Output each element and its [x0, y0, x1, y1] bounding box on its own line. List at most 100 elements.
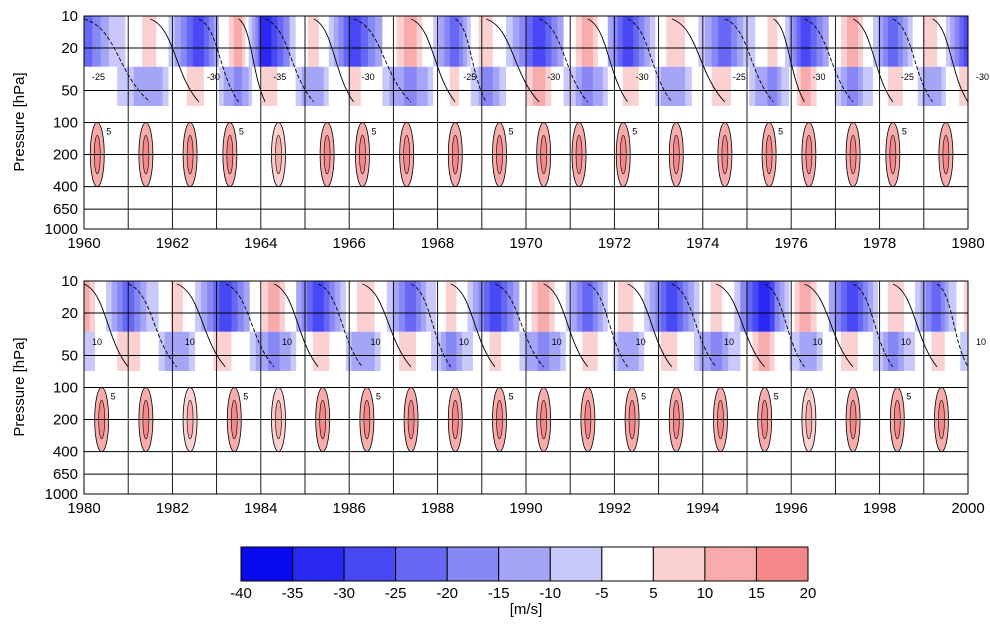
strat-lower-cell: [693, 331, 700, 372]
strat-upper-cell: [255, 16, 259, 67]
strat-upper-cell: [356, 281, 363, 332]
strat-upper-cell: [858, 16, 864, 67]
strat-lower-cell: [386, 331, 394, 372]
strat-upper-cell: [705, 16, 713, 67]
strat-contour-line: [804, 283, 854, 368]
strat-lower-cell: [858, 66, 864, 107]
strat-contour-line: [671, 18, 726, 103]
strat-lower-cell: [223, 66, 230, 107]
strat-lower-cell: [730, 66, 738, 107]
strat-lower-cell: [612, 66, 619, 107]
strat-upper-cell: [152, 281, 159, 332]
strat-upper-cell: [877, 281, 884, 332]
strat-lower-cell: [92, 66, 101, 107]
strat-lower-cell: [671, 331, 678, 372]
strat-lower-cell: [111, 331, 118, 372]
strat-lower-cell: [492, 66, 500, 107]
strat-lower-cell: [944, 331, 950, 372]
strat-upper-cell: [560, 281, 567, 332]
strat-upper-cell: [592, 281, 599, 332]
strat-upper-cell: [537, 281, 545, 332]
strat-lower-cell: [685, 66, 693, 107]
strat-upper-cell: [740, 281, 747, 332]
strat-lower-cell: [937, 66, 942, 107]
strat-upper-cell: [380, 281, 388, 332]
x-tick-label: 1988: [421, 500, 454, 517]
strat-upper-cell: [789, 281, 795, 332]
strat-upper-cell: [863, 281, 869, 332]
strat-lower-cell: [863, 331, 869, 372]
strat-upper-cell: [909, 281, 916, 332]
strat-upper-cell: [597, 16, 604, 67]
strat-lower-cell: [201, 331, 208, 372]
strat-lower-cell: [392, 331, 400, 372]
strat-upper-cell: [425, 281, 432, 332]
strat-lower-cell: [644, 331, 651, 372]
strat-contour-line: [410, 18, 456, 103]
strat-upper-cell: [660, 281, 667, 332]
strat-upper-cell: [587, 16, 594, 67]
strat-lower-cell: [134, 331, 141, 372]
strat-upper-cell: [758, 281, 766, 332]
strat-upper-cell: [794, 281, 800, 332]
strat-lower-cell: [180, 66, 188, 107]
strat-lower-cell: [877, 331, 884, 372]
strat-upper-cell: [427, 16, 434, 67]
strat-lower-cell: [526, 66, 534, 107]
strat-contour-line: [892, 283, 938, 368]
strat-upper-cell: [251, 16, 256, 67]
strat-upper-cell: [940, 281, 946, 332]
contour-label: 10: [901, 337, 911, 347]
strat-upper-cell: [959, 16, 964, 67]
strat-lower-cell: [435, 331, 442, 372]
strat-upper-cell: [531, 281, 539, 332]
strat-contour-line: [362, 283, 412, 368]
strat-lower-cell: [898, 331, 905, 372]
strat-upper-cell: [455, 16, 460, 67]
strat-lower-cell: [267, 331, 275, 372]
strat-lower-cell: [218, 66, 225, 107]
colorbar-cell: [755, 546, 809, 582]
contour-label: 10: [92, 337, 102, 347]
strat-upper-cell: [847, 281, 854, 332]
colorbar: -40 -35 -30 -25 -20 -15 -10 -5 5 10 15 20 [m/s]: [230, 546, 816, 618]
strat-lower-cell: [170, 331, 178, 372]
contour-label: 5: [778, 127, 783, 137]
strat-lower-cell: [912, 66, 919, 107]
x-tick-label: 1994: [686, 500, 719, 517]
strat-lower-cell: [587, 331, 594, 372]
strat-upper-cell: [512, 16, 520, 67]
strat-lower-cell: [666, 66, 673, 107]
strat-upper-cell: [248, 16, 253, 67]
strat-lower-cell: [279, 331, 286, 372]
contour-label: 5: [774, 392, 779, 402]
strat-upper-cell: [290, 281, 297, 332]
colorbar-tick-label: -5: [595, 585, 608, 602]
strat-upper-cell: [228, 16, 235, 67]
strat-lower-cell: [323, 66, 330, 107]
strat-lower-cell: [285, 331, 292, 372]
strat-upper-cell: [710, 281, 717, 332]
strat-contour-line: [486, 18, 540, 103]
x-tick-label: 1986: [333, 500, 366, 517]
strat-upper-cell: [622, 281, 629, 332]
strat-upper-cell: [666, 281, 673, 332]
strat-lower-cell: [828, 66, 836, 107]
strat-upper-cell: [499, 16, 507, 67]
strat-upper-cell: [796, 16, 801, 67]
strat-upper-cell: [186, 16, 194, 67]
strat-upper-cell: [238, 16, 243, 67]
strat-lower-cell: [804, 331, 811, 372]
strat-upper-cell: [374, 281, 382, 332]
contour-label: 5: [906, 392, 911, 402]
strat-upper-cell: [456, 281, 463, 332]
x-tick-label: 1982: [156, 500, 189, 517]
strat-lower-cell: [265, 66, 272, 107]
strat-lower-cell: [612, 331, 619, 372]
strat-lower-cell: [146, 331, 153, 372]
strat-upper-cell: [799, 281, 805, 332]
strat-lower-cell: [356, 331, 363, 372]
strat-lower-cell: [195, 331, 202, 372]
strat-lower-cell: [882, 66, 889, 107]
